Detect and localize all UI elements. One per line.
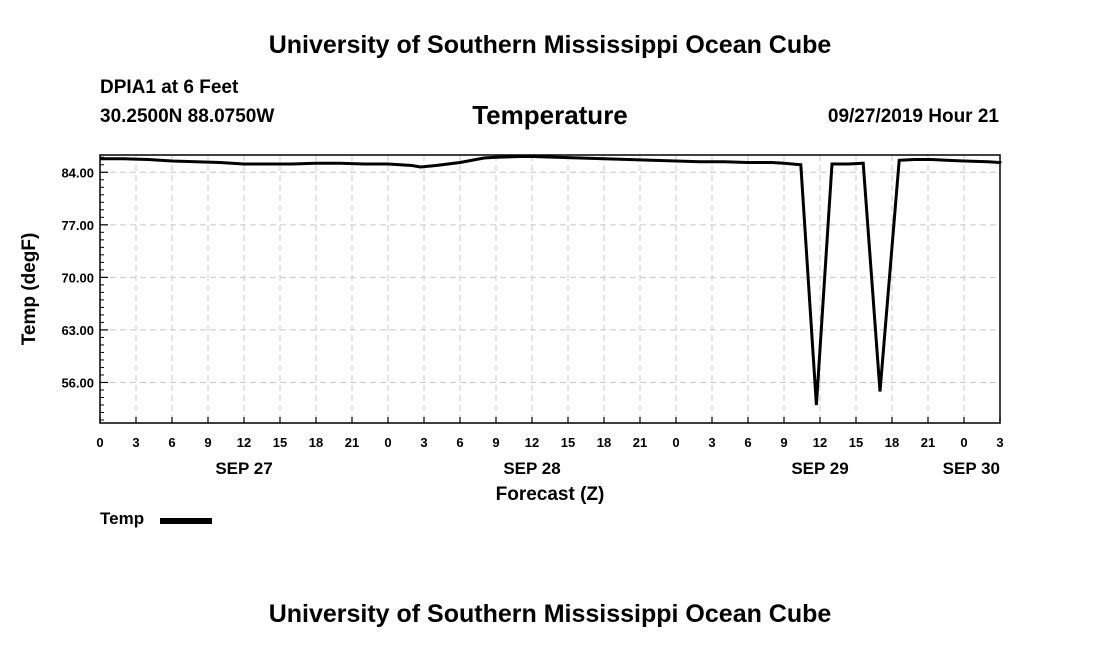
station-label: DPIA1 at 6 Feet	[100, 77, 239, 98]
x-tick-label: 0	[960, 435, 967, 450]
y-tick-label: 56.00	[61, 375, 94, 390]
date-label: SEP 28	[503, 459, 560, 478]
x-tick-label: 6	[744, 435, 751, 450]
x-tick-label: 9	[780, 435, 787, 450]
x-tick-label: 3	[132, 435, 139, 450]
x-tick-label: 18	[885, 435, 899, 450]
x-tick-label: 3	[420, 435, 427, 450]
series-line-temp	[100, 155, 1002, 406]
plot-frame	[99, 154, 1001, 424]
date-label: SEP 30	[943, 459, 1000, 478]
x-tick-label: 9	[492, 435, 499, 450]
legend-label: Temp	[100, 509, 145, 528]
y-axis-title: Temp (degF)	[19, 233, 40, 346]
footer-title: University of Southern Mississippi Ocean…	[268, 600, 832, 628]
x-tick-label: 18	[597, 435, 611, 450]
x-tick-label: 12	[237, 435, 251, 450]
y-tick-label: 63.00	[61, 323, 94, 338]
y-tick-label: 70.00	[61, 270, 94, 285]
x-tick-label: 9	[204, 435, 211, 450]
x-tick-label: 3	[996, 435, 1003, 450]
x-tick-label: 3	[708, 435, 715, 450]
x-tick-label: 6	[456, 435, 463, 450]
x-tick-label: 15	[561, 435, 575, 450]
datetime-label: 09/27/2019 Hour 21	[827, 106, 999, 127]
x-tick-label: 0	[672, 435, 679, 450]
x-tick-label: 15	[273, 435, 287, 450]
chart-subtitle: Temperature	[472, 100, 628, 130]
date-label: SEP 27	[215, 459, 272, 478]
x-tick-label: 6	[168, 435, 175, 450]
legend-swatch	[160, 518, 212, 524]
x-tick-label: 21	[921, 435, 935, 450]
x-tick-label: 0	[96, 435, 103, 450]
y-tick-label: 84.00	[61, 165, 94, 180]
x-tick-label: 0	[384, 435, 391, 450]
x-axis-title: Forecast (Z)	[496, 484, 605, 505]
y-tick-label: 77.00	[61, 218, 94, 233]
x-tick-label: 21	[345, 435, 359, 450]
x-tick-label: 18	[309, 435, 323, 450]
x-tick-label: 15	[849, 435, 863, 450]
x-tick-label: 12	[525, 435, 539, 450]
x-tick-label: 21	[633, 435, 647, 450]
page-title: University of Southern Mississippi Ocean…	[268, 31, 832, 59]
date-label: SEP 29	[791, 459, 848, 478]
x-tick-label: 12	[813, 435, 827, 450]
coordinates-label: 30.2500N 88.0750W	[100, 106, 275, 127]
